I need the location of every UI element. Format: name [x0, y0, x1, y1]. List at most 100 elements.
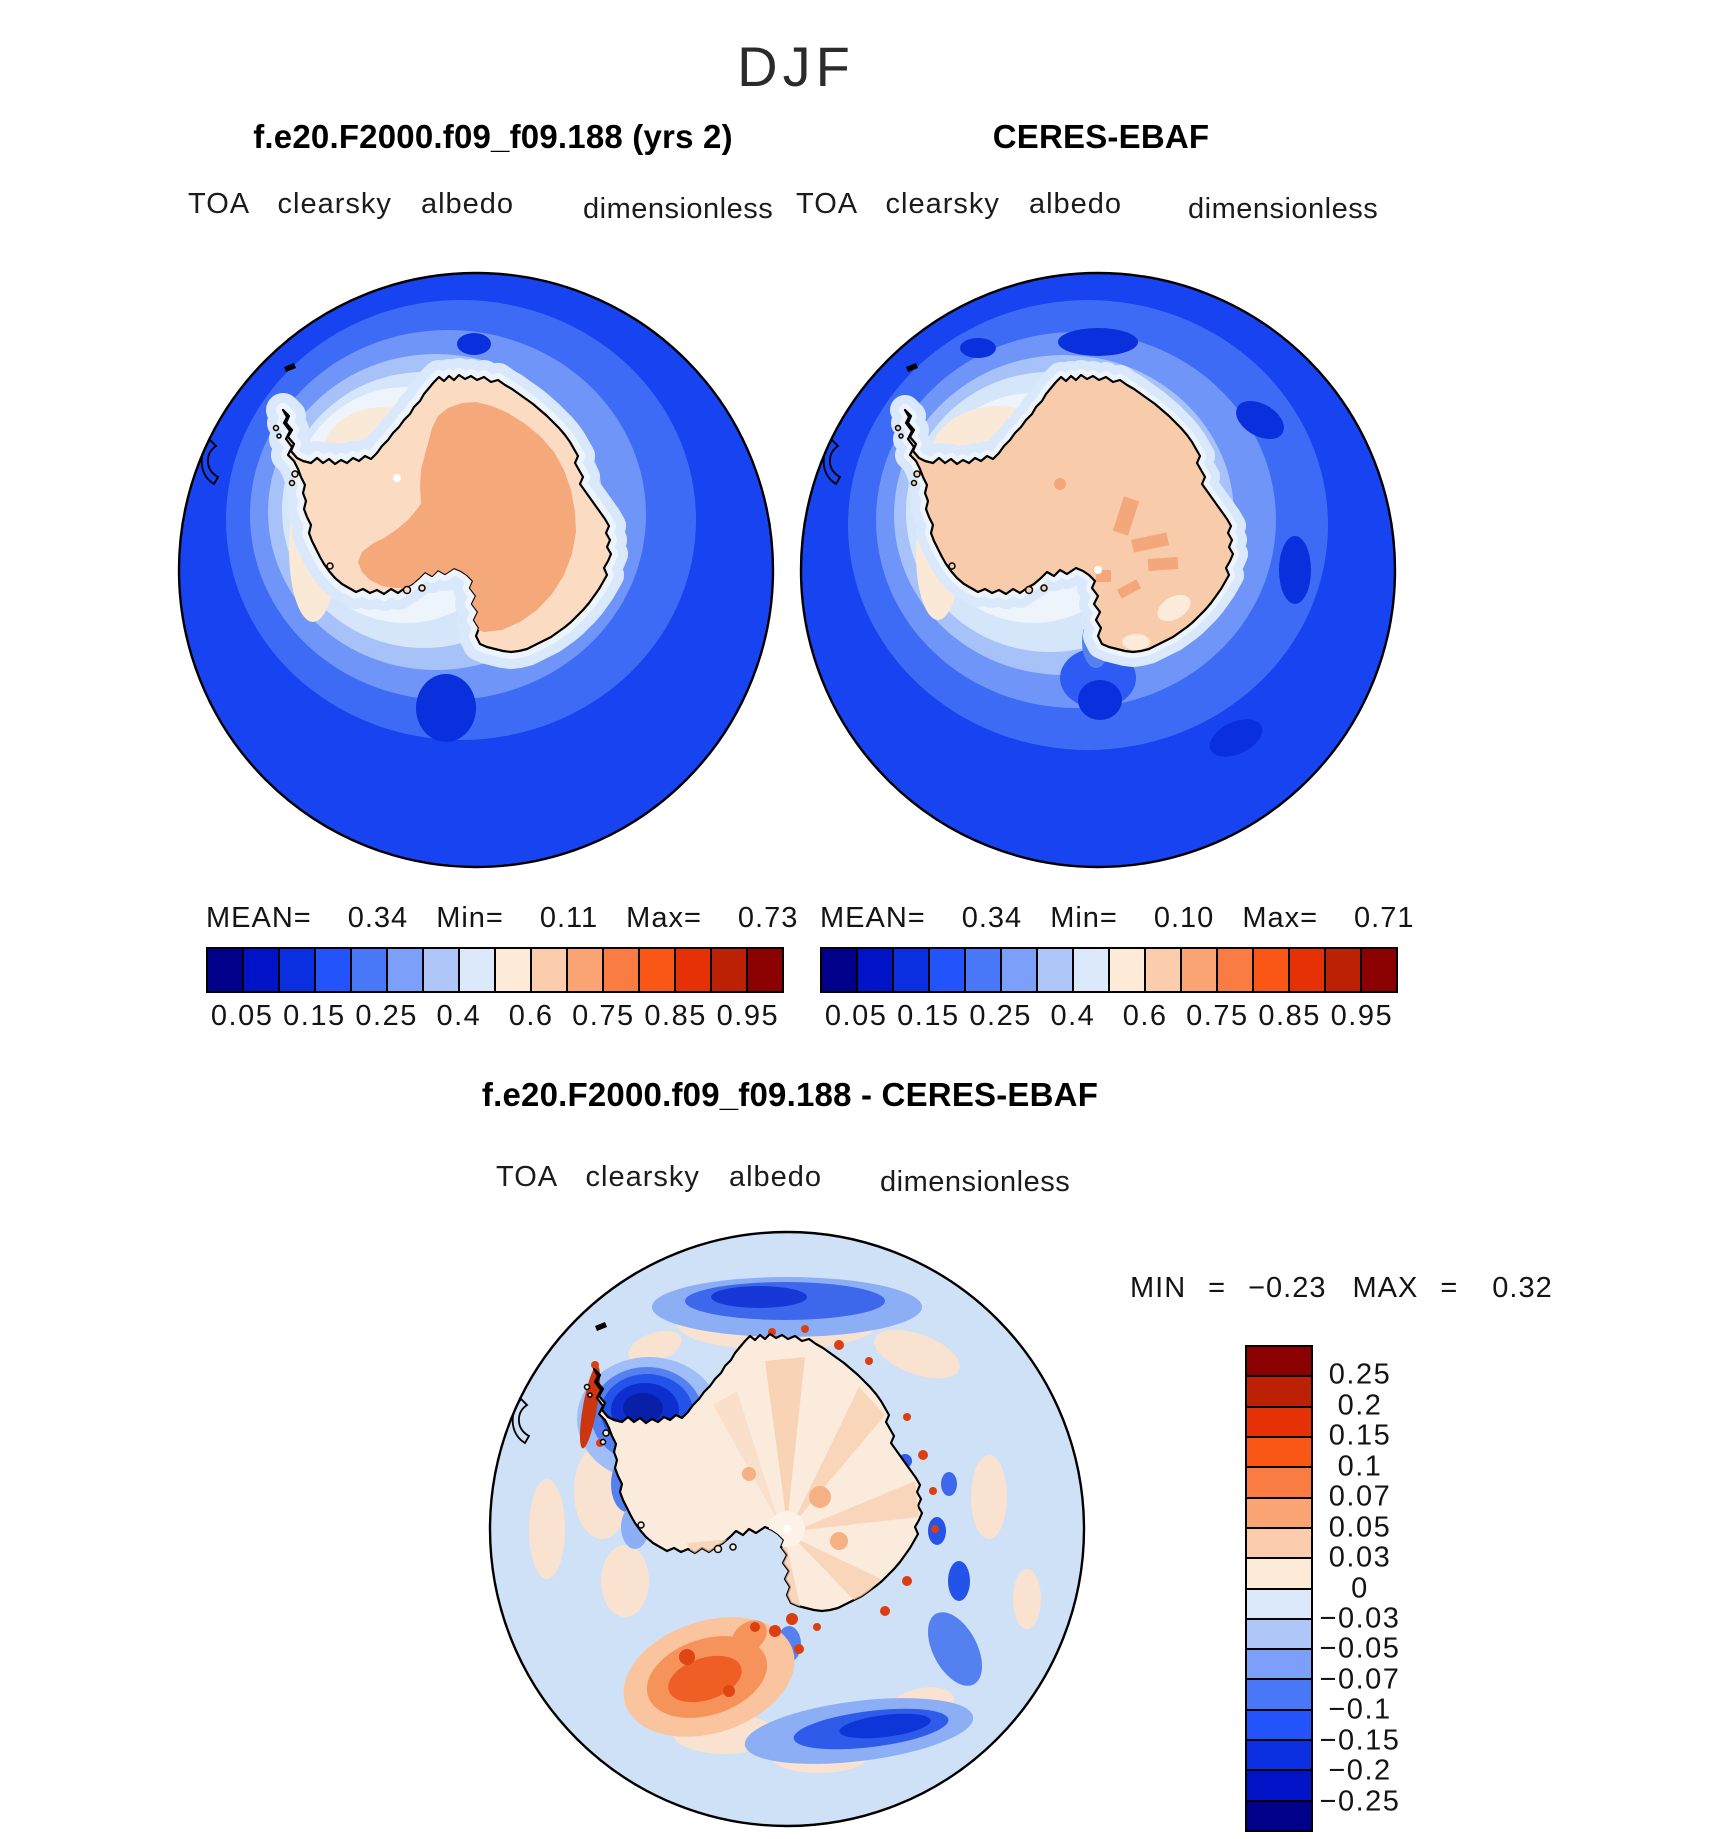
colorbar-cell	[1247, 1617, 1311, 1649]
colorbar-tick-label: 0.15	[897, 1000, 960, 1032]
colorbar-cell	[530, 949, 566, 991]
colorbar-cell	[1247, 1648, 1311, 1679]
min-label: MIN	[1130, 1272, 1187, 1304]
colorbar-tick-label: 0.07	[1328, 1480, 1392, 1513]
colorbar-tick-label: −0.03	[1319, 1602, 1401, 1635]
colorbar-cell	[1288, 949, 1324, 991]
colorbar-tick-label: −0.1	[1328, 1693, 1392, 1726]
obs-units-label: dimensionless	[1188, 193, 1379, 225]
model-panel-title: f.e20.F2000.f09_f09.188 (yrs 2)	[253, 118, 733, 155]
colorbar-cell	[1360, 949, 1396, 991]
colorbar-cell	[422, 949, 458, 991]
continent-interior-streaks	[687, 1357, 919, 1609]
colorbar-cell	[1247, 1799, 1311, 1830]
colorbar-tick-label: −0.05	[1319, 1632, 1401, 1665]
top-negative-band	[652, 1277, 922, 1337]
model-variable-label: TOA clearsky albedo	[188, 188, 515, 220]
colorbar-cell	[1247, 1708, 1311, 1740]
colorbar-cell	[386, 949, 422, 991]
colorbar-cell	[1247, 1347, 1311, 1376]
colorbar-cell	[746, 949, 782, 991]
colorbar-tick-label: 0.2	[1337, 1389, 1383, 1422]
dark-ocean-spot	[416, 674, 476, 742]
colorbar-tick-label: 0.95	[1330, 1000, 1394, 1032]
bottom-negative-arc	[744, 1454, 983, 1764]
continent-interior	[1054, 478, 1191, 650]
obs-panel-title: CERES-EBAF	[992, 118, 1210, 155]
equals: =	[1208, 1272, 1227, 1304]
colorbar-cell	[458, 949, 494, 991]
min-value: 0.10	[1153, 902, 1215, 934]
colorbar-cell	[822, 949, 856, 991]
colorbar-cell	[1247, 1587, 1311, 1618]
colorbar-tick-label: 0.4	[436, 1000, 482, 1032]
colorbar-tick-label: 0	[1351, 1572, 1369, 1604]
colorbar-tick-label: −0.25	[1319, 1785, 1401, 1818]
colorbar-tick-label: 0.6	[508, 1000, 554, 1032]
colorbar-cell	[1247, 1678, 1311, 1709]
mean-label: MEAN=	[206, 902, 312, 934]
colorbar-cell	[1247, 1375, 1311, 1406]
colorbar-cell	[566, 949, 602, 991]
model-units-label: dimensionless	[583, 193, 774, 225]
colorbar-cell	[602, 949, 638, 991]
colorbar-tick-label: 0.95	[716, 1000, 780, 1032]
max-value: 0.73	[737, 902, 799, 934]
diff-map	[488, 1230, 1086, 1828]
min-value: 0.11	[539, 902, 599, 934]
colorbar-tick-label: 0.15	[1328, 1419, 1392, 1452]
obs-variable-label: TOA clearsky albedo	[796, 188, 1123, 220]
equals: =	[1440, 1272, 1459, 1304]
mean-label: MEAN=	[820, 902, 926, 934]
obs-stats: MEAN= 0.34 Min= 0.10 Max= 0.71	[820, 902, 1415, 935]
colorbar-tick-label: 0.05	[210, 1000, 274, 1032]
obs-colorbar	[820, 947, 1398, 993]
diff-panel-title: f.e20.F2000.f09_f09.188 - CERES-EBAF	[481, 1076, 1099, 1113]
colorbar-cell	[674, 949, 710, 991]
max-label: Max=	[626, 902, 702, 934]
diff-units-label: dimensionless	[880, 1166, 1071, 1198]
colorbar-tick-label: −0.15	[1319, 1724, 1401, 1757]
colorbar-tick-label: 0.6	[1122, 1000, 1168, 1032]
colorbar-tick-label: 0.4	[1050, 1000, 1096, 1032]
colorbar-tick-label: 0.75	[572, 1000, 635, 1032]
obs-map	[799, 271, 1397, 869]
colorbar-cell	[242, 949, 278, 991]
coastal-red-speckles	[579, 1325, 939, 1654]
colorbar-tick-label: 0.05	[1328, 1511, 1392, 1544]
colorbar-cell	[1247, 1739, 1311, 1770]
diff-colorbar	[1245, 1345, 1313, 1832]
colorbar-cell	[208, 949, 242, 991]
colorbar-cell	[1247, 1466, 1311, 1497]
diff-stats: MIN = −0.23 MAX = 0.32	[1130, 1272, 1575, 1305]
model-colorbar-ticks: 0.05 0.15 0.25 0.4 0.6 0.75 0.85 0.95	[206, 1000, 784, 1036]
colorbar-tick-label: −0.07	[1319, 1663, 1401, 1696]
model-stats: MEAN= 0.34 Min= 0.11 Max= 0.73	[206, 902, 798, 935]
colorbar-tick-label: 0.1	[1337, 1450, 1383, 1483]
colorbar-tick-label: 0.85	[1258, 1000, 1321, 1032]
colorbar-cell	[314, 949, 350, 991]
colorbar-tick-label: 0.25	[355, 1000, 418, 1032]
colorbar-tick-label: 0.03	[1328, 1541, 1392, 1574]
max-value: 0.32	[1492, 1272, 1553, 1304]
mean-value: 0.34	[961, 902, 1023, 934]
colorbar-cell	[1247, 1769, 1311, 1800]
colorbar-cell	[892, 949, 928, 991]
mean-value: 0.34	[347, 902, 409, 934]
colorbar-cell	[1216, 949, 1252, 991]
ross-positive-blob	[623, 1617, 795, 1737]
colorbar-tick-label: 0.25	[1328, 1358, 1392, 1391]
colorbar-tick-label: 0.15	[283, 1000, 346, 1032]
diff-colorbar-ticks: 0.25 0.2 0.15 0.1 0.07 0.05 0.03 0 −0.03 −0.05 −0.…	[1300, 1345, 1420, 1832]
colorbar-cell	[964, 949, 1000, 991]
colorbar-cell	[710, 949, 746, 991]
dark-ocean-patches	[960, 328, 1311, 757]
colorbar-cell	[350, 949, 386, 991]
colorbar-cell	[1000, 949, 1036, 991]
colorbar-tick-label: 0.25	[969, 1000, 1032, 1032]
colorbar-cell	[1324, 949, 1360, 991]
model-map	[177, 271, 775, 869]
colorbar-cell	[494, 949, 530, 991]
colorbar-cell	[928, 949, 964, 991]
min-value: −0.23	[1248, 1272, 1327, 1304]
